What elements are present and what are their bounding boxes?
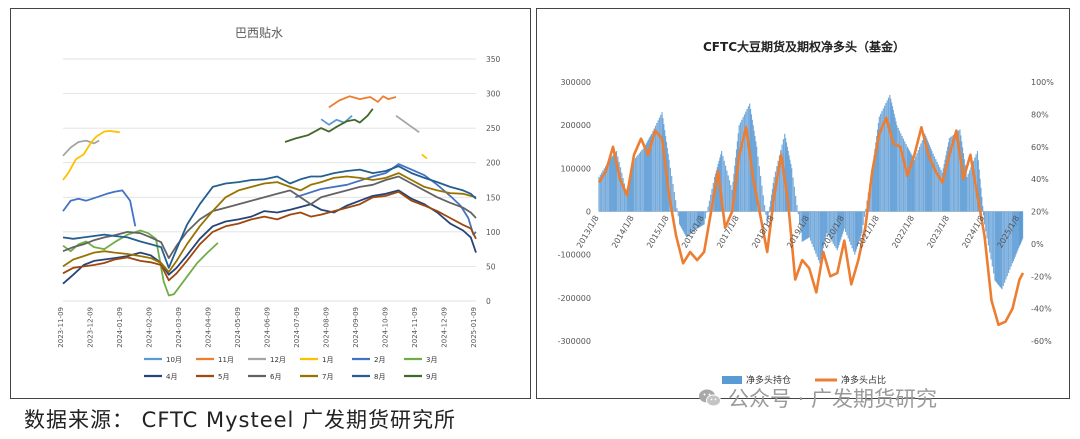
series-line-8月	[62, 165, 477, 269]
watermark-text: 公众号 · 广发期货研究	[728, 387, 938, 411]
x-tick-label: 2013/1/8	[575, 214, 601, 250]
legend-label: 11月	[218, 356, 234, 364]
x-tick-label: 2022/1/8	[890, 214, 916, 250]
x-tick-label: 2024/1/8	[960, 214, 986, 250]
y-tick-label-right: 0%	[1031, 240, 1044, 249]
legend-label: 7月	[322, 373, 333, 381]
y-tick-label-left: 100000	[560, 164, 591, 173]
legend-label: 1月	[322, 356, 333, 364]
y-tick-label-left: -100000	[558, 251, 591, 260]
y-tick-label-right: 60%	[1031, 143, 1049, 152]
legend-label: 净多头持仓	[746, 374, 791, 386]
x-tick-label: 2023/1/8	[925, 214, 951, 250]
series-line-3月	[62, 229, 219, 297]
x-tick-label: 2024-10-09	[382, 307, 390, 348]
y-tick-label-right: -60%	[1031, 337, 1052, 346]
series-line-7月	[62, 172, 477, 273]
watermark: 公众号 · 广发期货研究	[698, 383, 937, 413]
legend-label: 5月	[218, 373, 229, 381]
x-tick-label: 2024-11-09	[411, 307, 419, 348]
source-footer: 数据来源： CFTC Mysteel 广发期货研究所	[24, 408, 457, 432]
series-line-5月	[62, 190, 477, 282]
x-tick-label: 2024-01-09	[116, 307, 124, 348]
y-tick-label: 100	[486, 228, 501, 237]
y-tick-label-left: 0	[586, 208, 591, 217]
x-tick-label: 2024-05-09	[234, 307, 242, 348]
series-line-12月	[62, 139, 100, 157]
x-tick-label: 2015/1/8	[645, 214, 671, 250]
right-chart-svg: CFTC大豆期货及期权净多头（基金） 300000 200000 100000 0 -10…	[558, 39, 1055, 386]
x-tick-label: 2025-01-09	[470, 307, 478, 348]
series-line-11月	[328, 95, 397, 109]
right-chart-panel: CFTC大豆期货及期权净多头（基金） 300000 200000 100000 0 -10…	[536, 8, 1070, 399]
y-tick-label-right: -20%	[1031, 272, 1052, 281]
y-tick-label: 0	[486, 297, 491, 306]
x-tick-label: 2024-09-09	[352, 307, 360, 348]
legend-label: 3月	[426, 356, 437, 364]
series-line-12月	[395, 114, 420, 134]
y-tick-label-left: -300000	[558, 337, 591, 346]
series-line-1月	[62, 130, 120, 181]
y-tick-label: 250	[486, 124, 501, 133]
y-tick-label: 50	[486, 262, 496, 271]
y-tick-label-right: -40%	[1031, 305, 1052, 314]
legend-label: 9月	[426, 373, 437, 381]
x-tick-label: 2024-04-09	[205, 307, 213, 348]
x-tick-label: 2023-12-09	[87, 307, 95, 348]
net-long-ratio-line	[597, 116, 1025, 327]
y-tick-label-right: 80%	[1031, 110, 1049, 119]
x-tick-label: 2024-07-09	[293, 307, 301, 348]
y-tick-label: 150	[486, 193, 501, 202]
series-line-2月	[295, 163, 477, 236]
y-tick-label-right: 40%	[1031, 175, 1049, 184]
legend-label: 10月	[166, 356, 182, 364]
legend-label: 8月	[374, 373, 385, 381]
x-tick-label: 2024-08-09	[323, 307, 331, 348]
series-line-9月	[284, 108, 374, 143]
legend-label: 6月	[270, 373, 281, 381]
legend-label: 2月	[374, 356, 385, 364]
chart-title: 巴西贴水	[235, 26, 283, 40]
x-tick-label: 2024-02-09	[146, 307, 154, 348]
legend-label: 4月	[166, 373, 177, 381]
series-line-4月	[62, 189, 477, 285]
x-tick-label: 2023-11-09	[57, 307, 65, 348]
y-tick-label-left: 200000	[560, 121, 591, 130]
left-chart-panel: 巴西贴水 350 300 250 200 150 100 50 0 2023-11-09 2023-…	[10, 8, 531, 399]
x-tick-label: 2014/1/8	[610, 214, 636, 250]
x-tick-label: 2024-06-09	[264, 307, 272, 348]
x-tick-label: 2018/1/8	[750, 214, 776, 250]
y-tick-label-right: 100%	[1031, 78, 1054, 87]
series-line-2月	[62, 189, 137, 227]
y-tick-label-right: 20%	[1031, 208, 1049, 217]
x-tick-label: 2024-12-09	[441, 307, 449, 348]
series-line-6月	[62, 175, 477, 259]
chart-title: CFTC大豆期货及期权净多头（基金）	[703, 39, 905, 54]
wechat-icon	[698, 388, 722, 408]
y-tick-label: 200	[486, 159, 501, 168]
series-line-1月	[421, 153, 428, 160]
y-tick-label-left: -200000	[558, 294, 591, 303]
left-chart-svg: 巴西贴水 350 300 250 200 150 100 50 0 2023-11-09 2023-…	[57, 26, 501, 381]
legend-swatch-net-long	[722, 376, 742, 384]
y-tick-label: 350	[486, 55, 501, 64]
y-tick-label: 300	[486, 90, 501, 99]
y-tick-label-left: 300000	[560, 78, 591, 87]
legend-label: 12月	[270, 356, 286, 364]
x-tick-label: 2024-03-09	[175, 307, 183, 348]
legend-label: 净多头占比	[841, 374, 886, 386]
